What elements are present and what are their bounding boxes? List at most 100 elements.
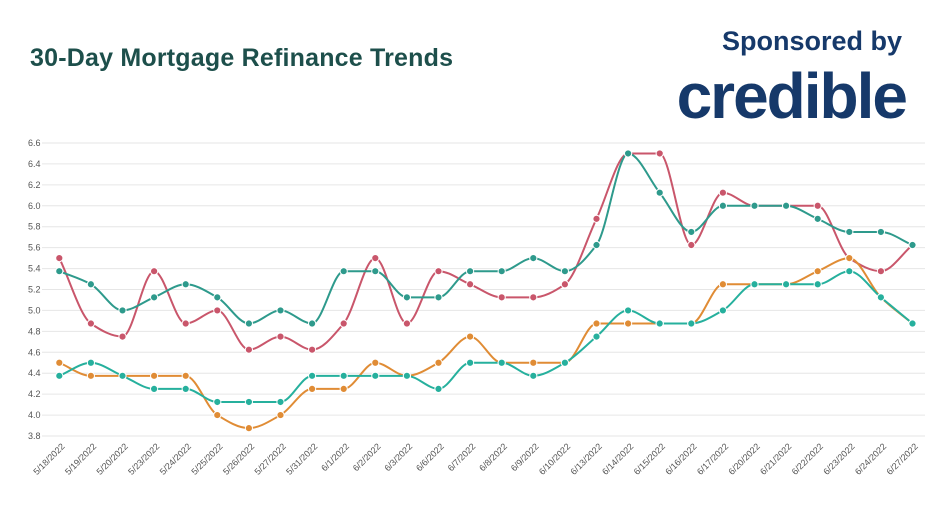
y-tick-label: 5.4 xyxy=(28,264,41,274)
data-point xyxy=(55,371,64,380)
x-tick-label: 5/27/2022 xyxy=(253,441,288,476)
x-tick-label: 6/23/2022 xyxy=(821,441,856,476)
data-point xyxy=(908,240,917,250)
y-tick-label: 6.0 xyxy=(28,201,41,211)
y-tick-label: 3.8 xyxy=(28,431,41,441)
data-point xyxy=(908,319,917,328)
data-point xyxy=(655,319,664,328)
y-tick-label: 6.6 xyxy=(28,138,41,148)
data-point xyxy=(244,345,253,354)
data-point xyxy=(876,267,886,276)
data-point xyxy=(276,397,285,407)
data-point xyxy=(813,267,822,276)
data-point xyxy=(118,371,127,380)
data-point xyxy=(497,293,506,302)
data-point xyxy=(86,358,96,367)
data-point xyxy=(308,345,317,354)
data-point xyxy=(687,227,696,237)
x-tick-label: 6/24/2022 xyxy=(853,441,888,476)
data-point xyxy=(655,149,664,158)
x-tick-label: 5/20/2022 xyxy=(95,441,130,476)
data-point xyxy=(592,240,601,250)
data-point xyxy=(466,267,475,276)
data-point xyxy=(845,267,854,276)
data-point xyxy=(308,319,317,328)
x-tick-label: 5/31/2022 xyxy=(284,441,319,476)
x-tick-label: 6/22/2022 xyxy=(790,441,825,476)
data-point xyxy=(782,201,791,210)
data-point xyxy=(339,384,348,394)
data-point xyxy=(244,424,253,433)
data-point xyxy=(371,254,380,263)
data-point xyxy=(876,293,886,302)
data-point xyxy=(181,371,190,380)
x-tick-label: 5/26/2022 xyxy=(221,441,256,476)
y-tick-label: 4.6 xyxy=(28,347,41,357)
data-point xyxy=(213,410,222,420)
data-point xyxy=(466,280,475,289)
data-point xyxy=(529,254,538,263)
data-point xyxy=(529,358,538,367)
data-point xyxy=(497,358,506,367)
data-point xyxy=(466,358,475,367)
data-point xyxy=(529,371,538,380)
data-point xyxy=(150,267,159,276)
data-point xyxy=(560,280,570,289)
data-point xyxy=(86,280,96,289)
data-point xyxy=(718,280,728,289)
y-tick-label: 6.4 xyxy=(28,159,41,169)
y-tick-label: 5.8 xyxy=(28,222,41,232)
data-point xyxy=(371,358,380,367)
data-point xyxy=(560,358,570,367)
data-point xyxy=(560,267,570,276)
series-line-4 xyxy=(58,270,914,403)
x-tick-label: 6/2/2022 xyxy=(351,441,383,473)
data-point xyxy=(466,332,475,341)
series-line-2 xyxy=(58,152,913,325)
x-tick-label: 6/20/2022 xyxy=(727,441,762,476)
data-point xyxy=(150,293,159,302)
data-point xyxy=(624,149,633,158)
data-point xyxy=(402,371,411,380)
data-point xyxy=(718,306,728,315)
y-tick-label: 5.6 xyxy=(28,243,41,253)
data-point xyxy=(276,410,285,420)
data-point xyxy=(813,201,822,210)
data-point xyxy=(529,293,538,302)
data-point xyxy=(845,227,854,237)
data-point xyxy=(750,201,759,210)
x-tick-label: 6/16/2022 xyxy=(663,441,698,476)
data-point xyxy=(55,358,64,367)
data-point xyxy=(718,201,728,210)
data-point xyxy=(624,319,633,328)
y-tick-label: 5.0 xyxy=(28,305,41,315)
data-point xyxy=(687,319,696,328)
x-tick-label: 6/8/2022 xyxy=(477,441,509,473)
data-point xyxy=(339,319,348,328)
data-point xyxy=(655,188,664,197)
data-point xyxy=(55,267,64,276)
y-tick-label: 4.4 xyxy=(28,368,41,378)
data-point xyxy=(213,397,222,407)
series-points xyxy=(55,149,917,433)
y-tick-label: 4.2 xyxy=(28,389,41,399)
data-point xyxy=(150,384,159,394)
data-point xyxy=(213,293,222,302)
data-point xyxy=(181,384,190,394)
data-point xyxy=(181,280,190,289)
data-point xyxy=(876,227,886,237)
x-tick-label: 5/24/2022 xyxy=(158,441,193,476)
data-point xyxy=(592,332,601,341)
data-point xyxy=(402,293,411,302)
data-point xyxy=(687,240,696,250)
sponsor-text: Sponsored by xyxy=(721,26,902,56)
data-point xyxy=(86,319,96,328)
data-point xyxy=(718,188,728,197)
data-point xyxy=(276,306,285,315)
data-point xyxy=(434,358,443,367)
x-tick-label: 6/3/2022 xyxy=(382,441,414,473)
data-point xyxy=(434,267,443,276)
x-axis: 5/18/20225/19/20225/20/20225/23/20225/24… xyxy=(31,441,920,476)
x-tick-label: 5/18/2022 xyxy=(31,441,66,476)
